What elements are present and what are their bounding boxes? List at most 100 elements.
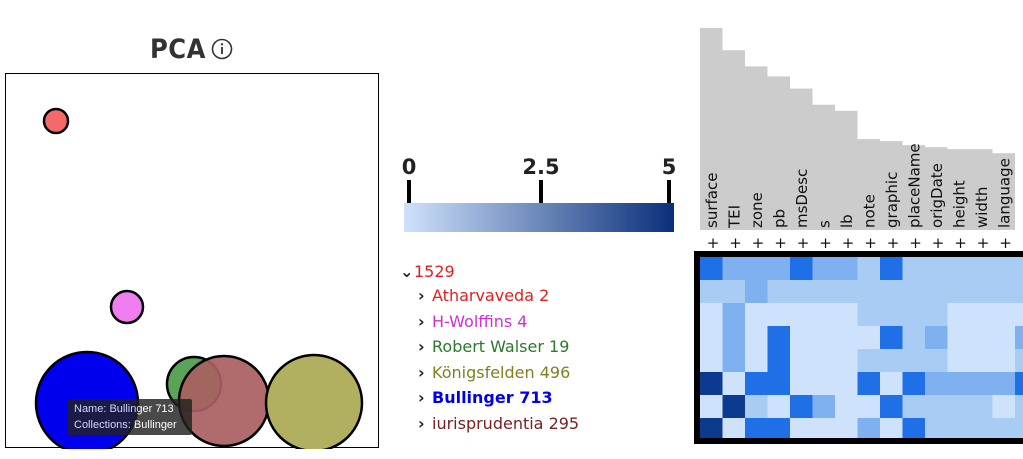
heatmap-cell[interactable]: [790, 280, 813, 304]
pca-point[interactable]: H-Wolffins 4: [109, 289, 145, 325]
add-element-button[interactable]: +: [932, 234, 945, 251]
heatmap-cell[interactable]: [857, 418, 881, 442]
heatmap-cell[interactable]: [1015, 372, 1023, 396]
heatmap-cell[interactable]: [767, 418, 791, 442]
heatmap-cell[interactable]: [925, 349, 948, 373]
heatmap-cell[interactable]: [947, 280, 971, 304]
heatmap-cell[interactable]: [992, 257, 1016, 281]
heatmap-cell[interactable]: [722, 418, 746, 442]
heatmap-cell[interactable]: [790, 418, 813, 442]
heatmap-cell[interactable]: [880, 257, 903, 281]
heatmap-cell[interactable]: [790, 257, 813, 281]
heatmap-cell[interactable]: [745, 280, 768, 304]
heatmap-cell[interactable]: [722, 372, 746, 396]
heatmap-cell[interactable]: [992, 418, 1016, 442]
add-element-button[interactable]: +: [752, 234, 765, 251]
heatmap-cell[interactable]: [970, 395, 993, 419]
heatmap-cell[interactable]: [992, 303, 1016, 327]
heatmap-cell[interactable]: [835, 395, 858, 419]
heatmap-cell[interactable]: [767, 395, 791, 419]
heatmap-cell[interactable]: [1015, 418, 1023, 442]
heatmap-cell[interactable]: [902, 395, 926, 419]
pca-point[interactable]: iurisprudentia 295: [177, 354, 271, 448]
heatmap-cell[interactable]: [857, 303, 881, 327]
pca-scatter[interactable]: 1529H-Wolffins 4Bullinger 713Robert Wals…: [6, 74, 380, 449]
heatmap-cell[interactable]: [902, 372, 926, 396]
heatmap-cell[interactable]: [812, 418, 836, 442]
heatmap-cell[interactable]: [947, 303, 971, 327]
chevron-right-icon[interactable]: ›: [418, 362, 425, 382]
heatmap-cell[interactable]: [722, 303, 746, 327]
heatmap-cell[interactable]: [767, 257, 791, 281]
heatmap-cell[interactable]: [1015, 303, 1023, 327]
heatmap-cell[interactable]: [880, 326, 903, 350]
tree-item[interactable]: › iurisprudentia 295: [418, 412, 579, 436]
heatmap-cell[interactable]: [970, 372, 993, 396]
heatmap-cell[interactable]: [1015, 326, 1023, 350]
tree-item[interactable]: › H-Wolffins 4: [418, 310, 527, 334]
heatmap-cell[interactable]: [880, 372, 903, 396]
chevron-right-icon[interactable]: ›: [418, 337, 425, 356]
add-element-button[interactable]: +: [819, 234, 832, 251]
heatmap-cell[interactable]: [947, 418, 971, 442]
add-element-button[interactable]: +: [909, 234, 922, 251]
heatmap-cell[interactable]: [970, 349, 993, 373]
heatmap-cell[interactable]: [790, 303, 813, 327]
heatmap-cell[interactable]: [970, 280, 993, 304]
heatmap-cell[interactable]: [835, 372, 858, 396]
heatmap-cell[interactable]: [902, 303, 926, 327]
heatmap-cell[interactable]: [992, 372, 1016, 396]
heatmap-cell[interactable]: [700, 280, 723, 304]
add-element-button[interactable]: +: [797, 234, 810, 251]
heatmap-cell[interactable]: [700, 303, 723, 327]
heatmap-cell[interactable]: [857, 349, 881, 373]
heatmap-cell[interactable]: [835, 257, 858, 281]
heatmap-cell[interactable]: [1015, 395, 1023, 419]
heatmap-cell[interactable]: [947, 326, 971, 350]
heatmap-cell[interactable]: [812, 372, 836, 396]
heatmap-cell[interactable]: [1015, 257, 1023, 281]
heatmap-cell[interactable]: [947, 257, 971, 281]
heatmap-cell[interactable]: [790, 372, 813, 396]
heatmap-cell[interactable]: [835, 326, 858, 350]
heatmap-cell[interactable]: [857, 326, 881, 350]
heatmap-cell[interactable]: [947, 395, 971, 419]
heatmap-cell[interactable]: [812, 349, 836, 373]
heatmap-cell[interactable]: [700, 326, 723, 350]
chevron-right-icon[interactable]: ›: [418, 311, 425, 331]
heatmap-cell[interactable]: [992, 395, 1016, 419]
heatmap-cell[interactable]: [902, 349, 926, 373]
tree-item[interactable]: › Robert Walser 19: [418, 335, 569, 359]
heatmap-cell[interactable]: [880, 395, 903, 419]
heatmap-cell[interactable]: [925, 280, 948, 304]
heatmap-cell[interactable]: [947, 372, 971, 396]
heatmap-cell[interactable]: [790, 395, 813, 419]
heatmap-cell[interactable]: [857, 280, 881, 304]
heatmap-cell[interactable]: [767, 280, 791, 304]
heatmap-cell[interactable]: [700, 395, 723, 419]
heatmap-cell[interactable]: [925, 395, 948, 419]
heatmap-cell[interactable]: [700, 372, 723, 396]
heatmap-cell[interactable]: [902, 280, 926, 304]
heatmap-cell[interactable]: [700, 349, 723, 373]
heatmap-cell[interactable]: [722, 280, 746, 304]
heatmap-cell[interactable]: [947, 349, 971, 373]
heatmap-cell[interactable]: [835, 303, 858, 327]
heatmap-cell[interactable]: [925, 372, 948, 396]
heatmap-cell[interactable]: [767, 349, 791, 373]
heatmap-cell[interactable]: [880, 418, 903, 442]
heatmap-cell[interactable]: [722, 257, 746, 281]
add-element-button[interactable]: +: [977, 234, 990, 251]
heatmap-cell[interactable]: [700, 418, 723, 442]
tree-item[interactable]: › Bullinger 713: [418, 386, 553, 410]
element-heatmap[interactable]: [694, 251, 1023, 444]
heatmap-cell[interactable]: [1015, 349, 1023, 373]
add-element-button[interactable]: +: [954, 234, 967, 251]
heatmap-cell[interactable]: [745, 372, 768, 396]
heatmap-cell[interactable]: [745, 395, 768, 419]
heatmap-cell[interactable]: [722, 349, 746, 373]
heatmap-cell[interactable]: [902, 257, 926, 281]
chevron-down-icon[interactable]: ⌄: [400, 262, 414, 281]
heatmap-cell[interactable]: [745, 257, 768, 281]
chevron-right-icon[interactable]: ›: [418, 286, 425, 305]
